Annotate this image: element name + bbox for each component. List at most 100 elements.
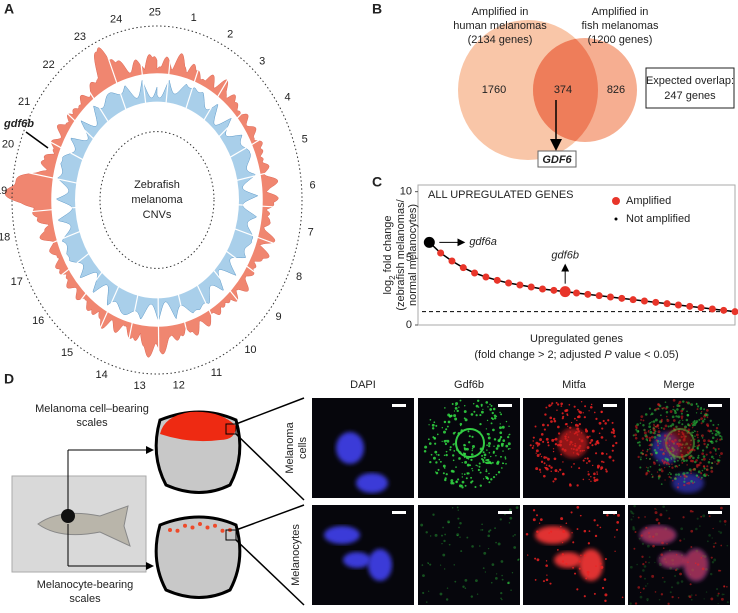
melanocyte xyxy=(213,523,217,528)
signal xyxy=(677,483,680,485)
signal xyxy=(662,461,666,465)
signal xyxy=(680,527,684,531)
signal xyxy=(717,447,720,450)
signal xyxy=(561,553,565,556)
signal xyxy=(702,473,706,477)
expected-text: 247 genes xyxy=(664,90,716,102)
signal xyxy=(565,562,568,565)
signal xyxy=(710,470,714,473)
signal xyxy=(645,457,648,460)
signal xyxy=(604,593,608,597)
signal xyxy=(654,561,656,564)
scale-bar xyxy=(392,404,406,407)
signal xyxy=(691,431,694,434)
signal xyxy=(606,514,609,517)
signal xyxy=(610,431,613,434)
signal xyxy=(678,400,682,404)
signal xyxy=(473,410,476,413)
signal xyxy=(444,407,446,409)
signal xyxy=(656,442,659,444)
signal xyxy=(654,418,658,422)
signal xyxy=(681,461,684,464)
signal xyxy=(667,473,669,475)
signal xyxy=(652,535,655,538)
signal xyxy=(453,414,457,418)
signal xyxy=(540,455,543,458)
chromosome-gap xyxy=(206,260,262,329)
scale-bar xyxy=(392,511,406,514)
signal xyxy=(492,476,496,479)
signal xyxy=(583,554,586,557)
signal xyxy=(688,456,692,460)
ring xyxy=(455,428,485,458)
signal xyxy=(723,519,727,523)
signal xyxy=(617,513,620,517)
signal xyxy=(657,403,660,406)
signal xyxy=(578,467,581,470)
signal xyxy=(499,426,502,430)
signal xyxy=(642,587,645,590)
signal xyxy=(456,533,460,537)
signal xyxy=(552,450,555,453)
signal xyxy=(646,450,649,453)
signal xyxy=(495,447,499,450)
signal xyxy=(680,409,684,413)
signal xyxy=(647,431,650,433)
signal xyxy=(595,478,599,482)
panel-label: C xyxy=(372,174,382,190)
signal xyxy=(692,456,695,460)
signal xyxy=(492,428,495,432)
signal xyxy=(660,469,664,473)
column-header: Gdf6b xyxy=(454,379,484,391)
scale-label: Melanocyte-bearing xyxy=(37,579,134,591)
signal xyxy=(680,475,682,478)
signal xyxy=(716,430,720,434)
signal xyxy=(589,435,591,437)
signal xyxy=(699,525,701,527)
chromosome-label: 12 xyxy=(173,379,185,391)
signal xyxy=(652,427,655,429)
signal xyxy=(630,518,633,521)
signal xyxy=(669,471,671,474)
signal xyxy=(457,509,459,511)
micrograph xyxy=(418,505,520,605)
signal xyxy=(487,436,491,440)
signal xyxy=(577,408,579,411)
signal xyxy=(470,458,473,462)
signal xyxy=(449,448,452,451)
signal xyxy=(665,462,668,464)
signal xyxy=(719,531,723,534)
signal xyxy=(472,470,474,472)
signal xyxy=(720,452,723,455)
signal xyxy=(476,399,480,402)
signal xyxy=(505,444,509,448)
signal xyxy=(587,573,590,576)
signal xyxy=(659,513,663,517)
signal xyxy=(435,461,438,464)
chromosome-gap xyxy=(227,204,307,209)
signal xyxy=(431,423,435,427)
signal xyxy=(548,404,551,407)
outer-ring xyxy=(12,26,302,374)
chromosome-label: 13 xyxy=(133,380,145,392)
signal xyxy=(660,593,664,596)
signal xyxy=(501,425,505,429)
signal xyxy=(487,432,490,436)
signal xyxy=(570,511,573,514)
signal xyxy=(474,486,477,489)
amplified-point xyxy=(516,281,524,289)
signal xyxy=(641,452,644,456)
signal xyxy=(602,461,605,464)
signal xyxy=(709,419,712,423)
signal xyxy=(541,423,545,427)
signal xyxy=(646,448,649,451)
nucleus xyxy=(324,526,360,544)
signal xyxy=(508,522,511,524)
signal xyxy=(488,445,491,448)
zoom-box xyxy=(225,423,237,435)
signal xyxy=(703,408,706,411)
signal xyxy=(654,591,657,593)
amplified-point xyxy=(471,269,479,277)
y-axis-label: (zebrafish melanomas/ xyxy=(395,198,407,310)
